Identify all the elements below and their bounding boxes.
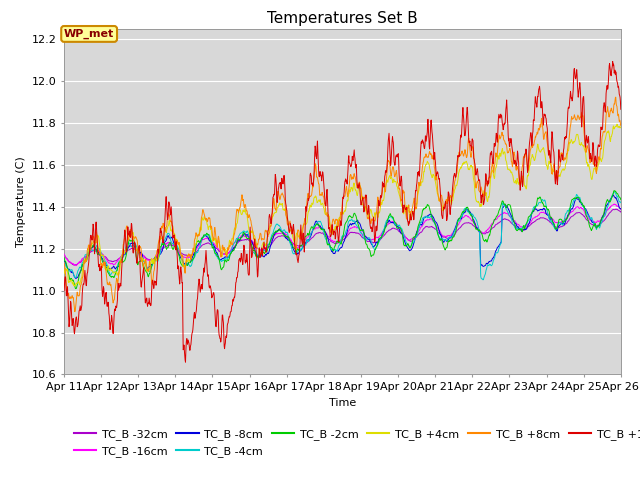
TC_B -32cm [617,209,625,215]
TC_B +4cm [551,172,559,178]
TC_B -2cm [617,197,625,203]
TC_B +12cm [551,177,559,183]
TC_B -16cm [610,201,618,207]
TC_B -32cm [70,263,78,268]
TC_B +12cm [609,59,616,64]
TC_B +8cm [71,309,79,314]
TC_B -16cm [184,254,192,260]
TC_B -2cm [246,239,254,245]
TC_B -8cm [60,258,68,264]
TC_B +8cm [617,123,625,129]
TC_B +12cm [429,144,437,149]
TC_B -32cm [551,224,559,229]
TC_B -16cm [502,211,509,216]
TC_B -16cm [246,237,254,243]
TC_B -16cm [617,206,625,212]
TC_B -4cm [617,200,625,205]
TC_B -8cm [246,238,254,243]
TC_B +12cm [246,234,254,240]
TC_B +4cm [617,124,625,130]
Text: WP_met: WP_met [64,29,115,39]
TC_B -32cm [429,225,437,230]
TC_B +4cm [72,283,79,289]
TC_B +12cm [60,288,68,293]
TC_B +4cm [246,228,254,234]
Line: TC_B -32cm: TC_B -32cm [64,209,621,265]
TC_B -4cm [170,241,178,247]
TC_B +4cm [502,158,509,164]
TC_B -8cm [502,203,509,209]
TC_B -2cm [611,188,618,193]
TC_B +12cm [182,360,189,365]
Line: TC_B -8cm: TC_B -8cm [64,195,621,278]
Title: Temperatures Set B: Temperatures Set B [267,11,418,26]
TC_B -16cm [60,251,68,257]
TC_B +4cm [60,271,68,276]
TC_B +12cm [184,337,192,343]
TC_B -4cm [611,189,618,194]
TC_B -32cm [184,253,192,259]
X-axis label: Time: Time [329,397,356,408]
TC_B -32cm [60,252,68,258]
TC_B -4cm [502,206,509,212]
TC_B -32cm [171,243,179,249]
Line: TC_B -16cm: TC_B -16cm [64,204,621,265]
TC_B +8cm [502,141,509,147]
TC_B -16cm [429,218,437,224]
TC_B -16cm [551,219,559,225]
TC_B -8cm [184,261,192,267]
TC_B -8cm [551,225,559,230]
TC_B +8cm [551,171,559,177]
Line: TC_B -2cm: TC_B -2cm [64,191,621,288]
TC_B +4cm [429,171,437,177]
TC_B +8cm [171,238,179,243]
TC_B +4cm [184,256,192,262]
TC_B -2cm [551,225,559,231]
TC_B +8cm [184,253,192,259]
TC_B +4cm [171,231,179,237]
TC_B -8cm [617,206,625,212]
TC_B +12cm [617,107,625,112]
TC_B +8cm [429,152,437,158]
TC_B -4cm [429,217,436,223]
Line: TC_B +12cm: TC_B +12cm [64,61,621,362]
Line: TC_B +4cm: TC_B +4cm [64,124,621,286]
Y-axis label: Temperature (C): Temperature (C) [16,156,26,247]
TC_B -32cm [612,206,620,212]
TC_B -2cm [60,254,68,260]
TC_B -16cm [171,242,179,248]
TC_B -2cm [184,260,192,266]
TC_B -32cm [246,240,254,245]
TC_B -8cm [171,241,179,247]
TC_B -4cm [60,262,68,268]
Legend: TC_B -32cm, TC_B -16cm, TC_B -8cm, TC_B -4cm, TC_B -2cm, TC_B +4cm, TC_B +8cm, T: TC_B -32cm, TC_B -16cm, TC_B -8cm, TC_B … [70,425,640,461]
TC_B -8cm [72,276,80,281]
TC_B +12cm [502,107,509,112]
TC_B -16cm [72,263,80,268]
TC_B -32cm [502,216,509,222]
TC_B -8cm [610,192,618,198]
TC_B -2cm [502,204,509,210]
TC_B -4cm [184,262,191,267]
TC_B -4cm [246,238,254,243]
TC_B +8cm [612,94,620,100]
TC_B -8cm [429,214,437,220]
TC_B -2cm [72,286,79,291]
TC_B -4cm [551,226,559,231]
TC_B -2cm [429,217,437,223]
TC_B +4cm [613,121,621,127]
TC_B +8cm [246,217,254,223]
TC_B -4cm [479,277,487,283]
TC_B -2cm [171,243,179,249]
Line: TC_B -4cm: TC_B -4cm [64,192,621,280]
Line: TC_B +8cm: TC_B +8cm [64,97,621,312]
TC_B +12cm [170,232,178,238]
TC_B +8cm [60,260,68,266]
